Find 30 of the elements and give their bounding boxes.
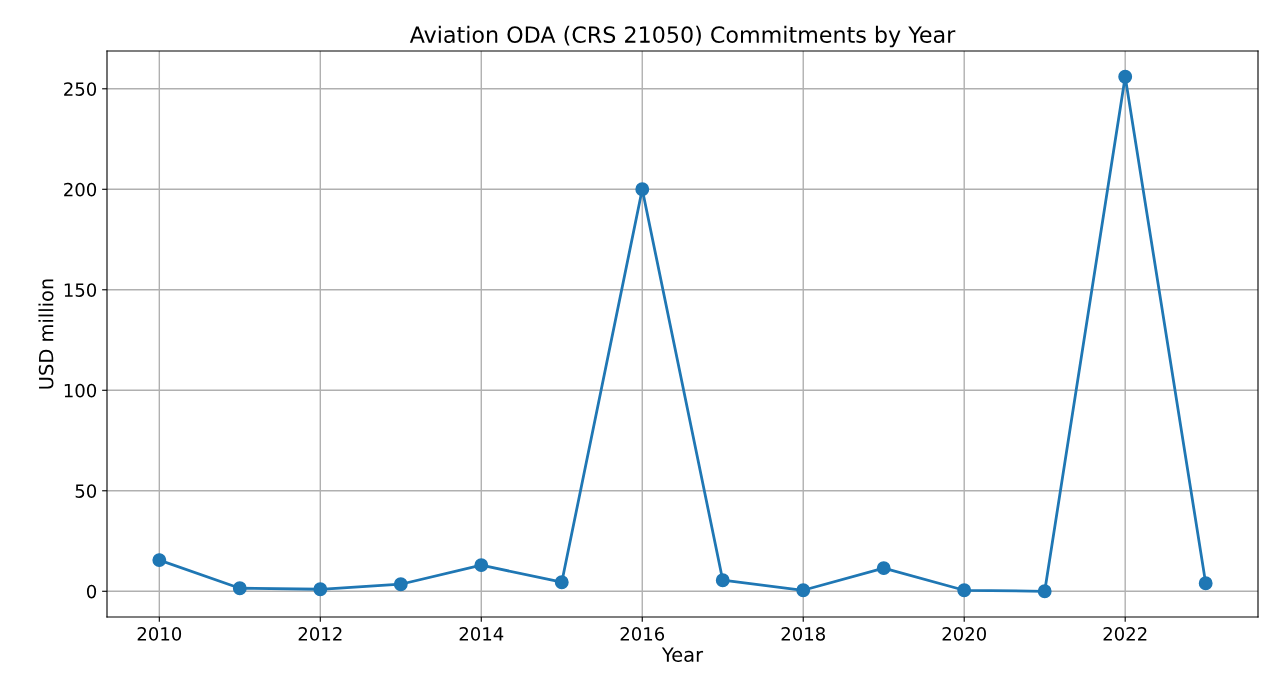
y-tick-label: 0	[86, 584, 97, 599]
point	[1198, 576, 1213, 591]
point	[232, 581, 247, 596]
point	[876, 561, 891, 576]
y-axis-title: USD million	[38, 279, 54, 389]
x-axis-title: Year	[661, 647, 704, 663]
point	[313, 582, 328, 597]
y-tick-label: 250	[64, 82, 97, 96]
point	[957, 583, 972, 598]
point	[1037, 584, 1052, 599]
chart-title: Aviation ODA (CRS 21050) Commitments by Year	[409, 25, 956, 48]
y-tick-label: 100	[64, 383, 97, 398]
point	[474, 558, 489, 573]
y-tick-label: 50	[75, 484, 97, 498]
x-tick-label: 2010	[137, 627, 182, 641]
y-tick-label: 150	[64, 283, 97, 297]
x-tick-label: 2018	[781, 627, 825, 641]
point	[393, 577, 408, 592]
x-tick-label: 2014	[459, 627, 504, 641]
point	[715, 573, 730, 588]
x-tick-label: 2012	[298, 627, 342, 641]
x-tick-label: 2020	[942, 627, 986, 641]
point	[635, 182, 650, 197]
point	[152, 553, 167, 568]
point	[796, 583, 811, 598]
point	[554, 575, 569, 590]
x-tick-label: 2022	[1103, 627, 1147, 641]
x-tick-label: 2016	[620, 627, 665, 641]
point	[1118, 69, 1133, 84]
y-tick-label: 200	[64, 182, 97, 197]
